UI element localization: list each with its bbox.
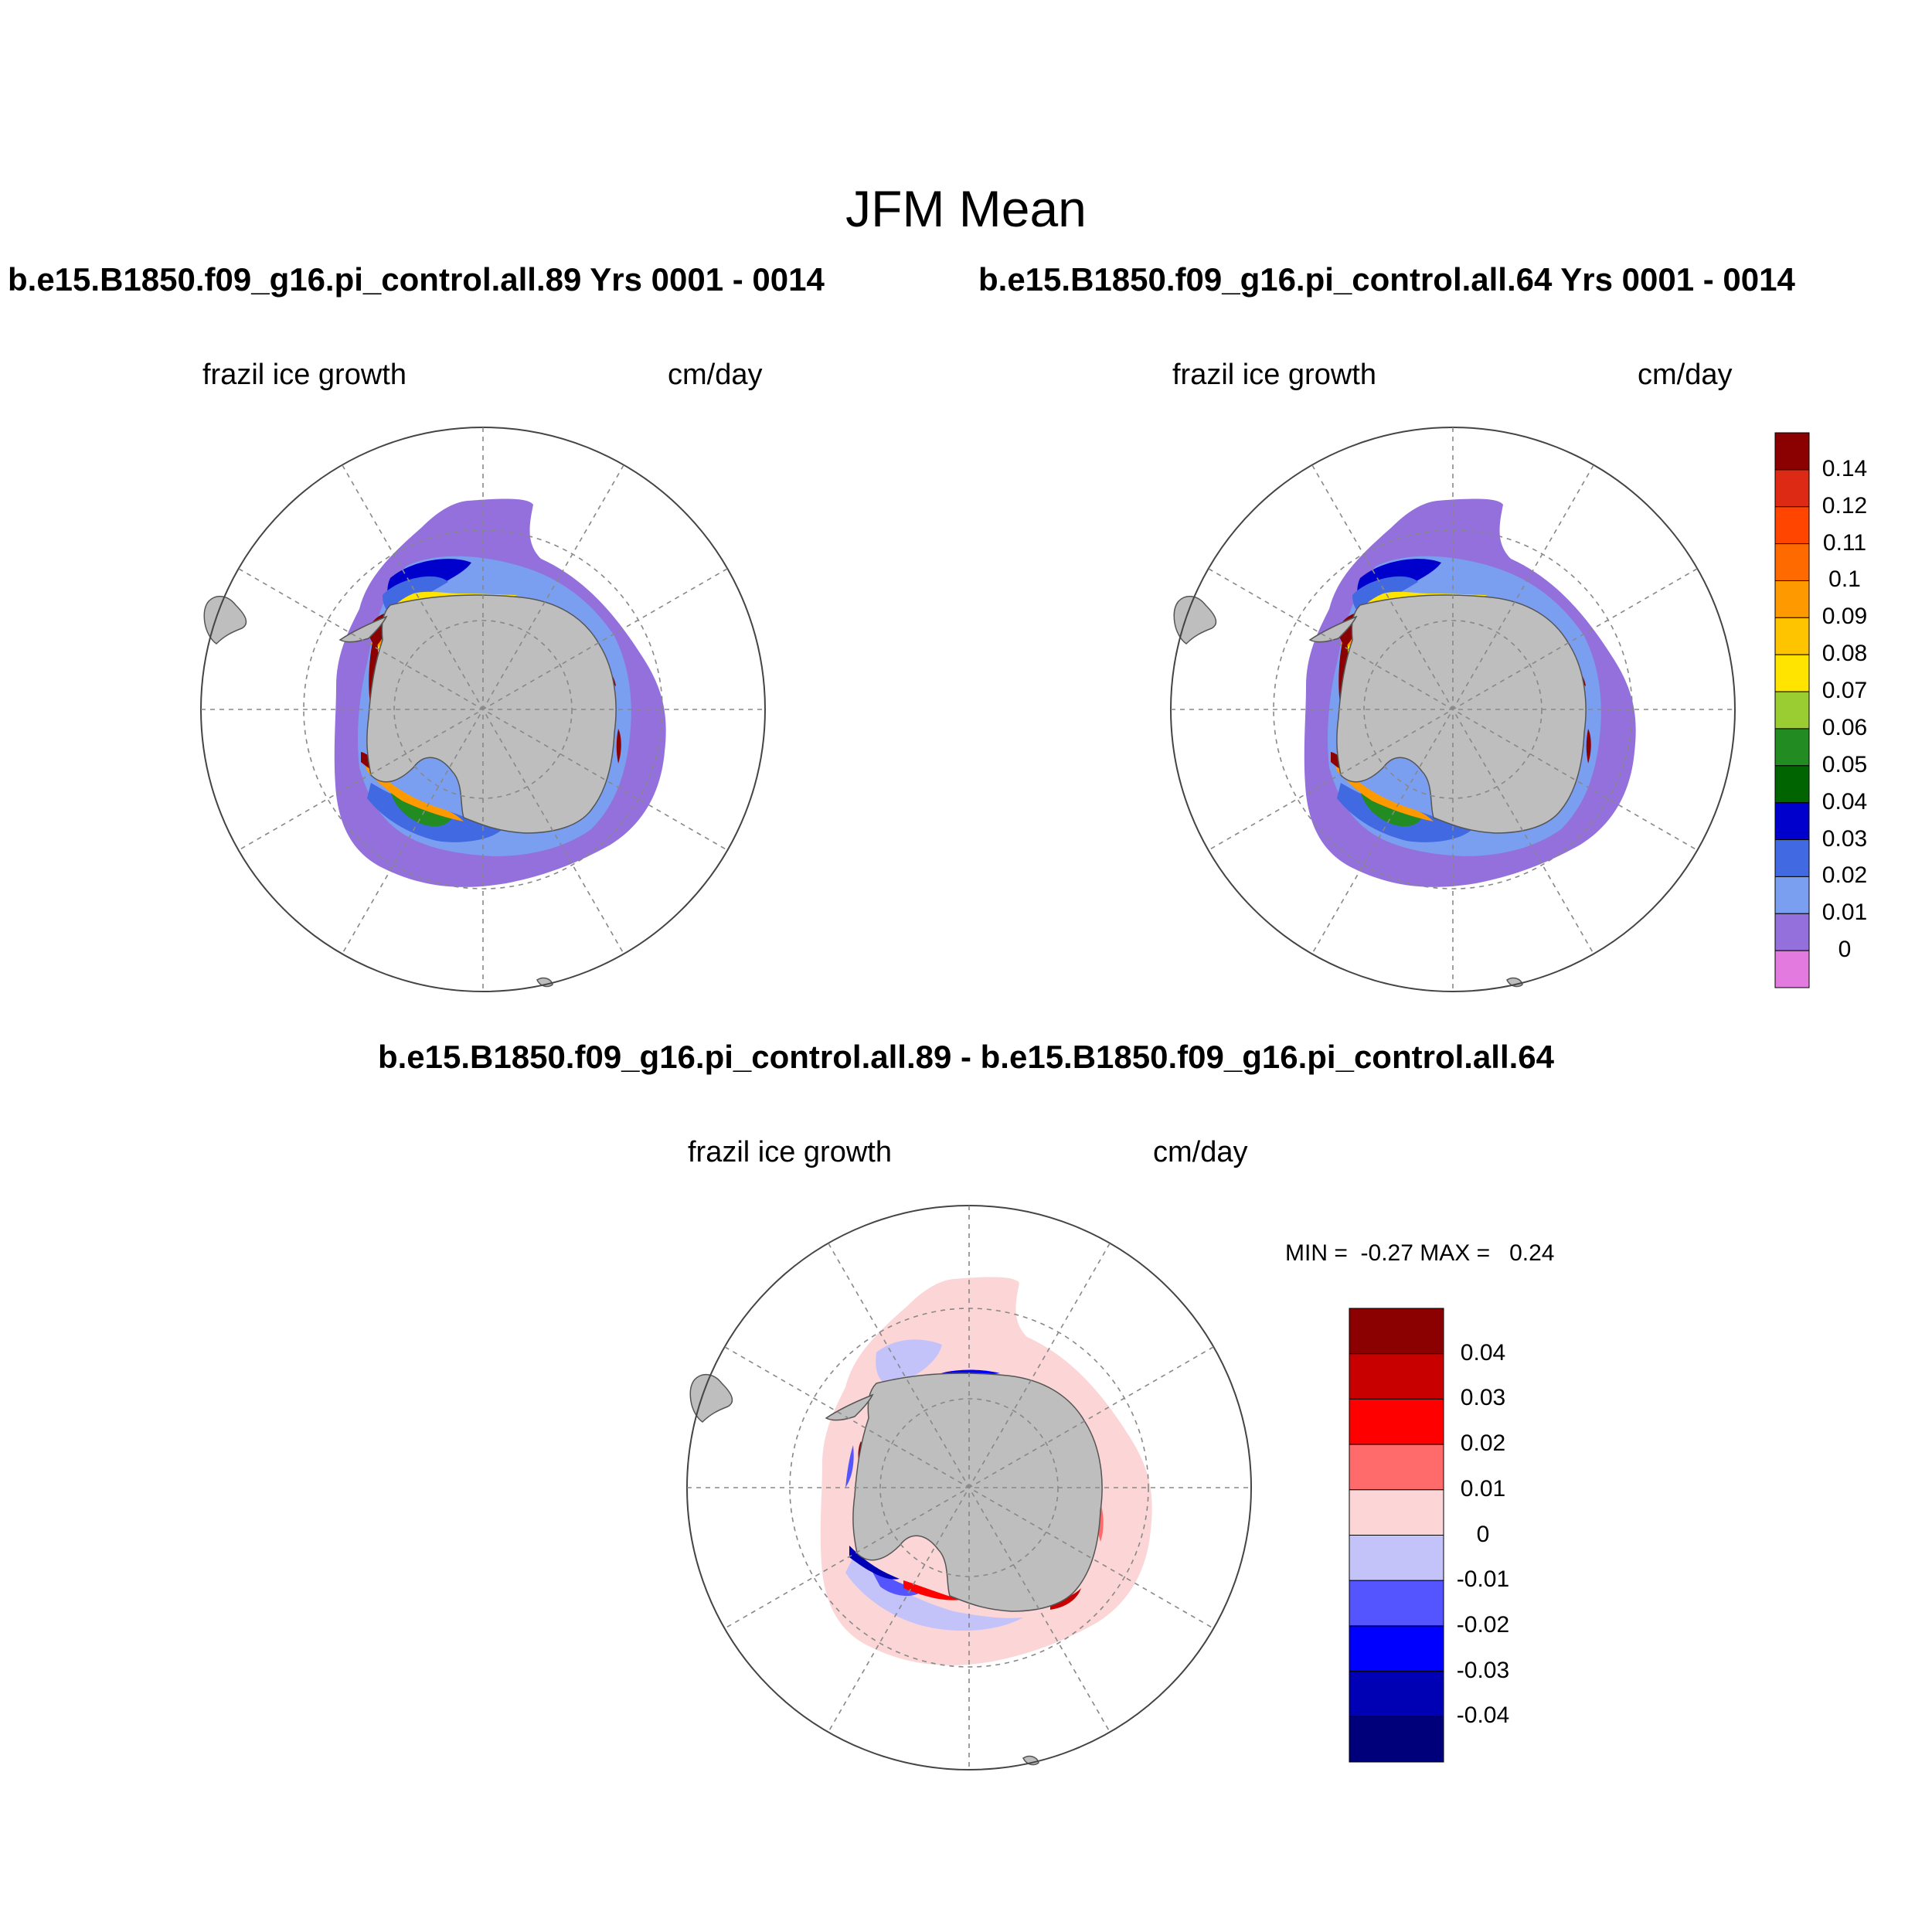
- panel1-units-label: cm/day: [668, 359, 763, 391]
- colorbar-label: -0.04: [1456, 1702, 1510, 1729]
- panel3-case-title: b.e15.B1850.f09_g16.pi_control.all.89 - …: [377, 1039, 1555, 1075]
- mean-colorbar-labels: 0.14 0.12 0.11 0.1 0.09 0.08 0.07 0.06 0.05 0.04 0…: [1802, 433, 1887, 989]
- mean-colorbar: [1774, 432, 1810, 988]
- colorbar-box: [1349, 1489, 1444, 1536]
- panel2-left-label: frazil ice growth: [1172, 359, 1376, 391]
- panel1-case-title: b.e15.B1850.f09_g16.pi_control.all.89 Yr…: [8, 261, 825, 298]
- colorbar-box: [1774, 950, 1810, 988]
- diff-colorbar-labels: 0.04 0.03 0.02 0.01 0 -0.01 -0.02 -0.03 -0.04: [1440, 1308, 1526, 1764]
- colorbar-label: 0.14: [1821, 455, 1868, 481]
- colorbar-box: [1349, 1308, 1444, 1355]
- colorbar-box: [1349, 1353, 1444, 1400]
- colorbar-box: [1774, 543, 1810, 581]
- colorbar-label: 0: [1838, 937, 1852, 963]
- colorbar-label: -0.03: [1456, 1657, 1510, 1683]
- colorbar-label: 0.02: [1821, 862, 1868, 889]
- colorbar-label: 0.12: [1821, 492, 1868, 519]
- colorbar-box: [1774, 617, 1810, 655]
- colorbar-box: [1349, 1444, 1444, 1491]
- colorbar-box: [1774, 876, 1810, 914]
- colorbar-label: 0.04: [1460, 1339, 1506, 1366]
- panel3-map: [686, 1205, 1252, 1770]
- colorbar-box: [1774, 654, 1810, 692]
- colorbar-label: 0.11: [1822, 529, 1867, 556]
- colorbar-box: [1349, 1398, 1444, 1445]
- colorbar-label: 0: [1476, 1521, 1490, 1547]
- colorbar-label: 0.08: [1821, 641, 1868, 667]
- colorbar-box: [1774, 469, 1810, 508]
- colorbar-box: [1774, 802, 1810, 841]
- colorbar-box: [1774, 691, 1810, 730]
- colorbar-label: 0.1: [1828, 566, 1861, 593]
- panel1-map: [200, 427, 766, 992]
- colorbar-box: [1349, 1625, 1444, 1672]
- colorbar-label: 0.03: [1821, 825, 1868, 852]
- colorbar-label: 0.02: [1460, 1430, 1506, 1457]
- colorbar-label: 0.01: [1460, 1475, 1506, 1502]
- panel1-left-label: frazil ice growth: [202, 359, 406, 391]
- colorbar-box: [1349, 1716, 1444, 1763]
- colorbar-box: [1774, 506, 1810, 545]
- colorbar-label: 0.05: [1821, 751, 1868, 777]
- panel3-left-label: frazil ice growth: [688, 1136, 892, 1168]
- colorbar-label: -0.01: [1456, 1566, 1510, 1593]
- diff-colorbar: [1349, 1308, 1444, 1763]
- panel3-units-label: cm/day: [1153, 1136, 1248, 1168]
- colorbar-box: [1774, 432, 1810, 471]
- panel2-units-label: cm/day: [1638, 359, 1733, 391]
- colorbar-box: [1349, 1671, 1444, 1717]
- colorbar-box: [1774, 913, 1810, 951]
- colorbar-label: 0.04: [1821, 788, 1868, 815]
- figure-title: JFM Mean: [845, 180, 1087, 237]
- colorbar-label: -0.02: [1456, 1611, 1510, 1638]
- colorbar-box: [1774, 839, 1810, 877]
- panel2-case-title: b.e15.B1850.f09_g16.pi_control.all.64 Yr…: [978, 261, 1795, 298]
- colorbar-label: 0.01: [1821, 900, 1868, 926]
- panel3-min-max: MIN = -0.27 MAX = 0.24: [1285, 1240, 1555, 1266]
- colorbar-label: 0.07: [1821, 678, 1868, 704]
- colorbar-label: 0.06: [1821, 714, 1868, 740]
- colorbar-label: 0.09: [1821, 604, 1868, 630]
- colorbar-box: [1774, 765, 1810, 804]
- colorbar-box: [1349, 1580, 1444, 1627]
- colorbar-label: 0.03: [1460, 1385, 1506, 1411]
- colorbar-box: [1349, 1535, 1444, 1581]
- panel2-map: [1170, 427, 1736, 992]
- colorbar-box: [1774, 580, 1810, 618]
